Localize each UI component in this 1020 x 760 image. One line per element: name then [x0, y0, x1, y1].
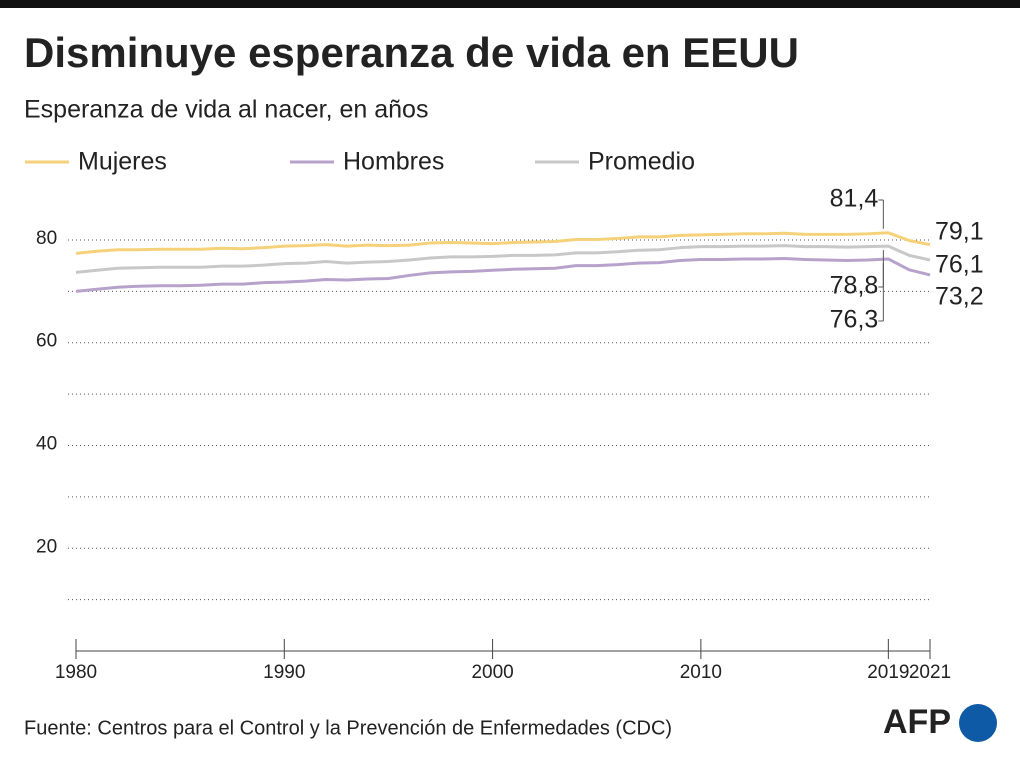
series-line: [75, 231, 931, 255]
y-tick-label: 60: [36, 331, 57, 352]
value-label: 76,3: [830, 306, 879, 334]
series-line: [75, 244, 931, 274]
legend-label: Hombres: [343, 148, 444, 176]
y-tick-label: 80: [36, 228, 57, 249]
y-tick-label: 40: [36, 434, 57, 455]
value-label: 76,1: [935, 251, 984, 279]
x-tick-label: 2000: [471, 662, 513, 683]
x-tick-label: 1980: [55, 662, 97, 683]
x-tick-label: 1990: [263, 662, 305, 683]
top-bar: [0, 0, 1020, 8]
value-label: 73,2: [935, 283, 984, 311]
logo: AFP: [883, 703, 951, 741]
chart-title: Disminuye esperanza de vida en EEUU: [24, 29, 799, 76]
value-label: 78,8: [830, 272, 879, 300]
logo-circle: [959, 704, 997, 742]
y-tick-label: 20: [36, 536, 57, 557]
value-label: 81,4: [830, 185, 879, 213]
x-tick-label: 2010: [680, 662, 722, 683]
series-line: [75, 256, 931, 293]
legend-label: Mujeres: [78, 148, 167, 176]
value-label: 79,1: [935, 218, 984, 246]
source: Fuente: Centros para el Control y la Pre…: [24, 717, 672, 739]
x-tick-label: 2021: [909, 662, 951, 683]
x-tick-label: 2019: [867, 662, 909, 683]
chart-subtitle: Esperanza de vida al nacer, en años: [24, 96, 428, 124]
legend-label: Promedio: [588, 148, 695, 176]
